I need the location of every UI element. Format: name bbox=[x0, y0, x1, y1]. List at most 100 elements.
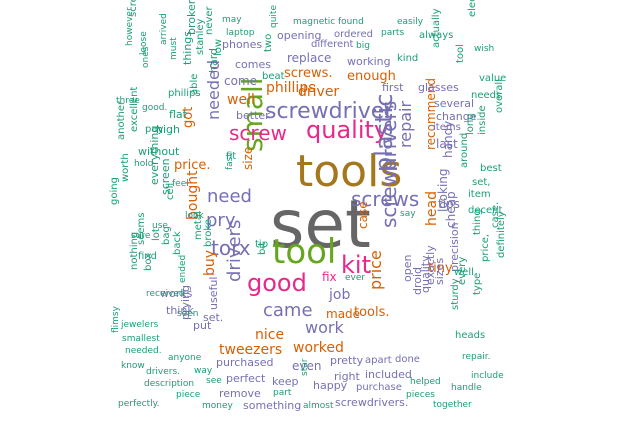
cloud-word: fix bbox=[322, 270, 337, 284]
cloud-word: tiny bbox=[428, 261, 453, 276]
cloud-word: price, bbox=[480, 233, 491, 262]
cloud-word: drivers bbox=[224, 219, 245, 282]
cloud-word: screwdrivers, bbox=[128, 0, 139, 17]
cloud-word: going bbox=[109, 177, 120, 205]
cloud-word: droid bbox=[411, 266, 424, 295]
cloud-word: arrived bbox=[159, 13, 169, 45]
cloud-word: comes bbox=[235, 58, 271, 71]
cloud-word: flimsy bbox=[111, 306, 121, 333]
cloud-word: beat bbox=[262, 71, 285, 82]
cloud-word: anyone bbox=[168, 353, 202, 363]
cloud-word: never bbox=[204, 6, 215, 35]
cloud-word: included bbox=[365, 368, 412, 381]
cloud-word: good bbox=[247, 269, 307, 297]
cloud-word: screws bbox=[351, 187, 420, 211]
cloud-word: repair. bbox=[462, 352, 491, 362]
cloud-word: value bbox=[479, 73, 507, 84]
cloud-word: hard bbox=[207, 47, 220, 73]
cloud-word: pretty bbox=[330, 354, 364, 367]
cloud-word: found bbox=[338, 17, 364, 27]
cloud-word: excellent bbox=[129, 86, 140, 132]
cloud-word: working bbox=[347, 55, 391, 68]
cloud-word: fit bbox=[226, 151, 237, 162]
cloud-word: ever bbox=[345, 273, 366, 283]
cloud-word: worked bbox=[293, 340, 344, 356]
cloud-word: torx bbox=[211, 236, 251, 260]
cloud-word: phones bbox=[222, 38, 263, 51]
cloud-word: able bbox=[189, 73, 200, 95]
cloud-word: put bbox=[193, 319, 212, 332]
cloud-word: kind bbox=[397, 53, 419, 64]
cloud-word: use bbox=[152, 221, 168, 231]
cloud-word: purchased bbox=[216, 356, 274, 369]
cloud-word: remove bbox=[219, 387, 261, 400]
cloud-word: sturdy bbox=[450, 278, 461, 310]
cloud-word: heads bbox=[455, 330, 486, 341]
cloud-word: around bbox=[459, 132, 470, 168]
cloud-word: two bbox=[263, 33, 274, 52]
cloud-word: things bbox=[181, 30, 194, 65]
cloud-word: come bbox=[224, 74, 258, 88]
cloud-word: say bbox=[400, 209, 416, 219]
cloud-word: broke bbox=[203, 219, 214, 247]
cloud-word: buy bbox=[202, 249, 218, 276]
cloud-word: even bbox=[292, 359, 322, 373]
cloud-word: wish bbox=[474, 44, 495, 54]
cloud-word: case bbox=[356, 201, 370, 229]
cloud-word: ordered bbox=[334, 29, 373, 40]
cloud-word: electronics bbox=[467, 0, 478, 17]
cloud-word: thing bbox=[472, 209, 483, 235]
cloud-word: worth bbox=[120, 153, 131, 182]
cloud-word: loose bbox=[139, 31, 149, 55]
cloud-word: enough bbox=[347, 69, 396, 84]
cloud-word: smallest bbox=[122, 334, 160, 344]
cloud-word: keep bbox=[272, 375, 299, 388]
cloud-word: several bbox=[434, 97, 475, 110]
cloud-word: find bbox=[138, 251, 157, 262]
cloud-word: feel bbox=[172, 179, 189, 189]
cloud-word: best bbox=[480, 163, 502, 174]
cloud-word: helped bbox=[410, 377, 441, 387]
cloud-word: opening bbox=[277, 29, 322, 42]
cloud-word: type bbox=[472, 272, 483, 295]
cloud-word: items bbox=[433, 122, 461, 133]
cloud-word: job bbox=[329, 287, 351, 303]
cloud-word: tools bbox=[296, 146, 403, 197]
cloud-word: part bbox=[273, 388, 292, 398]
cloud-word: parts bbox=[381, 28, 405, 38]
cloud-word: last bbox=[436, 137, 458, 151]
cloud-word: kit bbox=[341, 251, 371, 279]
cloud-word: came bbox=[263, 300, 313, 321]
cloud-word: pry bbox=[206, 210, 236, 231]
cloud-word: always bbox=[419, 30, 454, 41]
cloud-word: three bbox=[116, 96, 140, 106]
cloud-word: may bbox=[222, 15, 242, 25]
cloud-word: tool bbox=[455, 44, 466, 63]
cloud-word: useful bbox=[207, 276, 220, 310]
cloud-word: description bbox=[144, 379, 195, 389]
cloud-word: screw bbox=[229, 121, 287, 145]
cloud-word: something bbox=[243, 399, 302, 412]
cloud-word: big bbox=[356, 41, 370, 51]
cloud-word: drivers. bbox=[146, 367, 181, 377]
cloud-word: perfectly. bbox=[118, 399, 160, 409]
cloud-word: price. bbox=[174, 158, 211, 173]
cloud-word: glasses bbox=[418, 81, 459, 94]
cloud-word: without bbox=[138, 145, 180, 158]
cloud-word: quite bbox=[269, 5, 279, 28]
cloud-word: star bbox=[300, 358, 310, 376]
cloud-word: tools. bbox=[354, 305, 390, 320]
cloud-word: set bbox=[270, 186, 371, 263]
cloud-word: screwdriver bbox=[265, 99, 394, 124]
cloud-word: set. bbox=[203, 311, 224, 324]
cloud-word: seen bbox=[177, 309, 199, 319]
cloud-word: perfect bbox=[226, 372, 266, 385]
cloud-word: need bbox=[207, 186, 252, 207]
cloud-word: driver bbox=[298, 84, 340, 100]
cloud-word: look bbox=[185, 211, 204, 221]
cloud-word: replace bbox=[287, 51, 332, 65]
cloud-word: another bbox=[116, 100, 127, 140]
cloud-word: tips bbox=[438, 197, 460, 211]
cloud-word: right bbox=[334, 370, 360, 383]
